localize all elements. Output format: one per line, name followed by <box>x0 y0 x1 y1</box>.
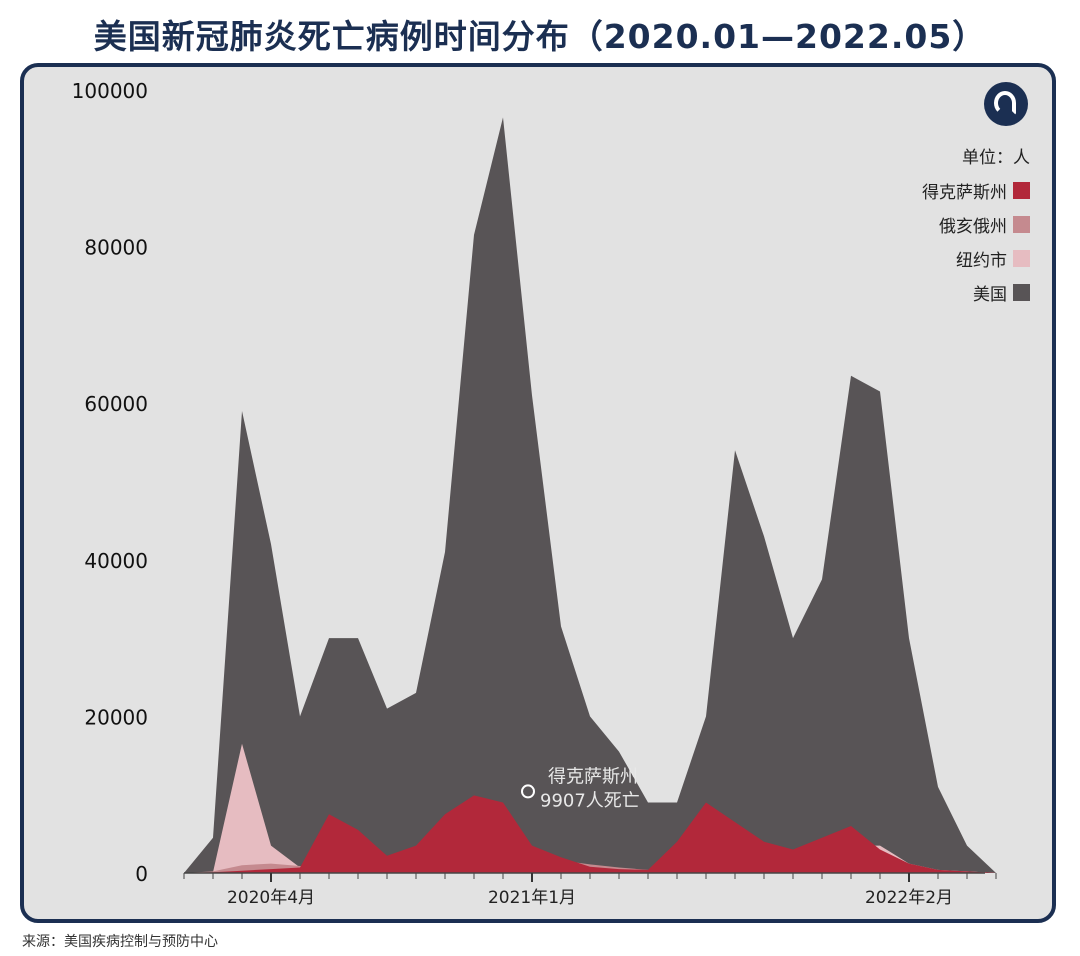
legend-swatch <box>1013 249 1030 267</box>
legend-swatch <box>1013 181 1030 199</box>
annotation-layer: 得克萨斯州 9907人死亡 <box>521 766 640 811</box>
legend-label: 纽约市 <box>956 250 1007 271</box>
legend-swatch <box>1013 215 1030 233</box>
legend-item-texas: 得克萨斯州 <box>922 178 1030 203</box>
area-series-0 <box>184 117 996 873</box>
legend-label: 得克萨斯州 <box>922 182 1007 203</box>
brand-logo-icon <box>984 82 1028 126</box>
source-note: 来源：美国疾病控制与预防中心 <box>22 934 218 950</box>
x-tick-label: 2020年4月 <box>227 888 315 908</box>
annotation-label-line1: 得克萨斯州 <box>548 766 638 787</box>
annotation-marker <box>521 784 535 799</box>
y-tick-label: 40000 <box>84 549 148 573</box>
y-tick-label: 80000 <box>84 236 148 260</box>
area-layer <box>184 117 996 873</box>
x-tick-label: 2021年1月 <box>488 888 576 908</box>
y-tick-label: 100000 <box>72 79 148 103</box>
legend-item-ohio: 俄亥俄州 <box>922 212 1030 237</box>
legend-unit: 单位：人 <box>962 148 1030 168</box>
legend-item-nyc: 纽约市 <box>922 246 1030 271</box>
area-series-3 <box>184 795 996 873</box>
y-tick-label: 20000 <box>84 705 148 729</box>
y-tick-label: 60000 <box>84 392 148 416</box>
y-tick-label: 0 <box>135 862 148 886</box>
axes-layer: 2020年4月 2021年1月 2022年2月 0 20000 40000 60000 800… <box>72 79 997 908</box>
chart-title: 美国新冠肺炎死亡病例时间分布（2020.01—2022.05） <box>93 17 987 56</box>
legend-label: 俄亥俄州 <box>939 216 1007 237</box>
legend-swatch <box>1013 283 1030 301</box>
annotation-label-line2: 9907人死亡 <box>540 790 640 811</box>
x-tick-label: 2022年2月 <box>865 888 953 908</box>
legend-item-us: 美国 <box>922 280 1030 305</box>
legend: 单位：人 得克萨斯州 俄亥俄州 纽约市 美国 <box>922 143 1030 314</box>
legend-label: 美国 <box>973 284 1007 305</box>
area-series-1 <box>184 743 996 873</box>
